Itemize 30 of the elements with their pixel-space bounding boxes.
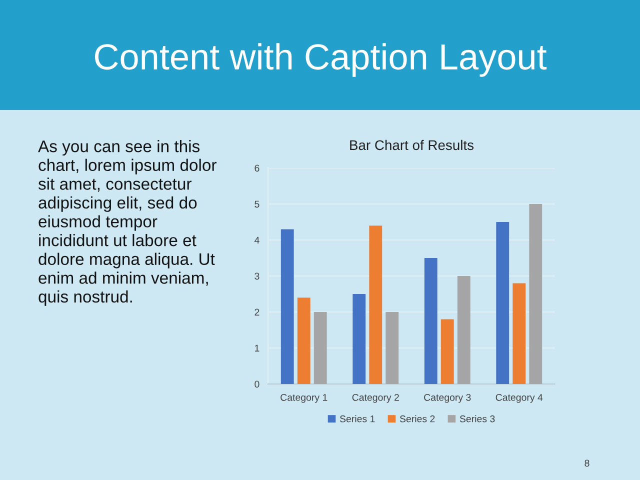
bar: [440, 319, 454, 384]
y-tick-label: 1: [255, 344, 260, 352]
text: Content with Caption Layout: [95, 43, 547, 77]
chart-title: Bar Chart of Results: [350, 140, 474, 150]
bar: [424, 258, 438, 384]
bar: [280, 229, 294, 384]
text: As you can see in this chart, lorem ipsum dolor sit amet, consectetur adipiscing elit, sed do eiusmod tempor incididunt ut labore et dolore magna aliqua. Ut enim ad minim veniam, quis nostrud.: [38, 140, 216, 306]
y-tick-label: 2: [254, 308, 260, 316]
x-tick-label: Category 3: [424, 394, 471, 403]
legend-label: Series 1: [340, 415, 375, 422]
bar: [457, 276, 470, 384]
x-tick-label: Category 1: [280, 394, 328, 403]
y-tick-label: 6: [254, 164, 260, 172]
bar: [352, 294, 366, 384]
bar: [496, 222, 510, 384]
bar: [386, 312, 399, 384]
y-tick-label: 4: [254, 236, 260, 244]
legend-label: Series 2: [400, 415, 435, 422]
bar: [314, 312, 327, 384]
y-tick-label: 5: [254, 200, 260, 208]
bar: [512, 283, 526, 384]
y-tick-label: 0: [254, 380, 260, 388]
bar: [297, 298, 310, 384]
x-tick-label: Category 4: [496, 394, 543, 403]
bar: [529, 204, 542, 384]
x-tick-label: Category 2: [352, 394, 399, 403]
y-tick-label: 3: [254, 272, 260, 280]
bar: [369, 226, 382, 384]
text: 8: [584, 460, 590, 467]
legend-label: Series 3: [460, 415, 495, 422]
